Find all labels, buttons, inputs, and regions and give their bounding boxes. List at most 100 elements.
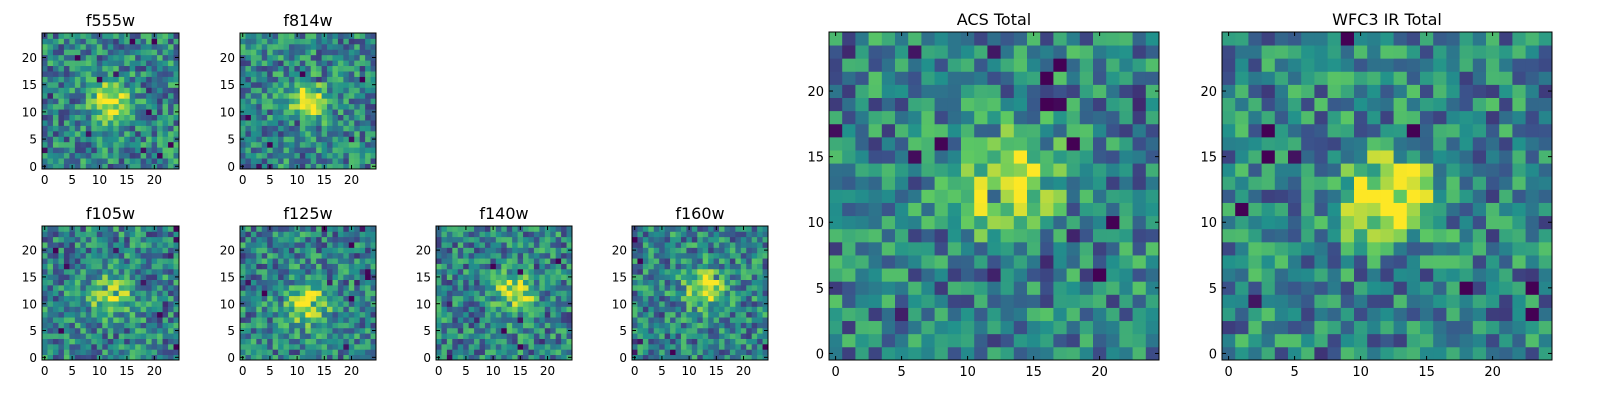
heatmap-cell <box>157 343 163 350</box>
axes-frame <box>239 225 377 361</box>
heatmap-cell <box>1040 84 1054 98</box>
heatmap-cell <box>719 354 725 361</box>
heatmap-cell <box>305 290 312 297</box>
heatmap-cell <box>436 338 442 345</box>
heatmap-cell <box>140 120 147 126</box>
heatmap-cell <box>42 295 48 302</box>
heatmap-cell <box>354 343 361 350</box>
heatmap-cell <box>124 60 131 67</box>
heatmap-cell <box>1040 320 1054 335</box>
heatmap-cell <box>337 338 344 345</box>
heatmap-cell <box>107 327 114 334</box>
heatmap-cell <box>69 236 76 243</box>
heatmap-cell <box>729 252 736 259</box>
heatmap-cell <box>278 284 284 291</box>
heatmap-cell <box>74 242 81 248</box>
heatmap-cell <box>729 338 736 345</box>
heatmap-cell <box>1040 189 1054 203</box>
heatmap-cell <box>1079 97 1094 112</box>
heatmap-cell <box>299 136 306 143</box>
heatmap-cell <box>113 322 120 329</box>
heatmap-cell <box>506 317 513 323</box>
heatmap-cell <box>113 295 120 302</box>
heatmap-cell <box>680 290 687 297</box>
heatmap-cell <box>102 60 109 67</box>
heatmap-cell <box>327 349 333 356</box>
heatmap-cell <box>1288 255 1302 269</box>
heatmap-cell <box>686 284 693 291</box>
heatmap-cell <box>168 158 174 164</box>
heatmap-cell <box>987 333 1001 348</box>
heatmap-cell <box>42 231 48 238</box>
heatmap-cell <box>370 33 377 39</box>
heatmap-cell <box>74 338 81 345</box>
heatmap-cell <box>113 60 120 67</box>
heatmap-cell <box>1406 150 1421 164</box>
heatmap-cell <box>855 255 869 269</box>
heatmap-cell <box>702 327 709 334</box>
heatmap-cell <box>670 322 676 329</box>
heatmap-cell <box>42 38 48 45</box>
heatmap-cell <box>961 268 975 282</box>
heatmap-cell <box>327 252 333 259</box>
heatmap-cell <box>653 349 660 356</box>
heatmap-cell <box>250 147 257 154</box>
heatmap-cell <box>729 268 736 275</box>
heatmap-cell <box>278 43 284 50</box>
heatmap-cell <box>310 38 317 45</box>
heatmap-cell <box>457 274 464 280</box>
heatmap-cell <box>129 98 136 105</box>
heatmap-cell <box>96 103 103 110</box>
heatmap-cell <box>533 290 540 297</box>
heatmap-cell <box>659 295 666 302</box>
heatmap-cell <box>288 38 295 45</box>
heatmap-cell <box>69 65 76 72</box>
heatmap-cell <box>151 43 158 50</box>
heatmap-cell <box>691 343 698 350</box>
heatmap-cell <box>102 231 109 238</box>
heatmap-cell <box>146 103 152 110</box>
heatmap-cell <box>327 338 333 345</box>
heatmap-cell <box>555 306 562 313</box>
heatmap-cell <box>1106 333 1120 348</box>
heatmap-cell <box>91 38 98 45</box>
heatmap-cell <box>934 163 949 177</box>
heatmap-cell <box>113 349 120 356</box>
heatmap-cell <box>58 163 65 170</box>
heatmap-cell <box>1053 84 1067 98</box>
heatmap-cell <box>561 279 567 286</box>
heatmap-cell <box>1013 320 1028 335</box>
heatmap-cell <box>501 236 508 243</box>
heatmap-cell <box>686 301 693 307</box>
heatmap-cell <box>1367 150 1381 164</box>
heatmap-cell <box>107 301 114 307</box>
heatmap-cell <box>1040 294 1054 308</box>
heatmap-cell <box>294 120 301 126</box>
heatmap-cell <box>135 125 142 132</box>
heatmap-cell <box>74 284 81 291</box>
heatmap-cell <box>1119 228 1133 243</box>
heatmap-cell <box>1119 32 1133 46</box>
heatmap-cell <box>283 81 290 88</box>
heatmap-cell <box>632 231 638 238</box>
heatmap-cell <box>691 263 698 270</box>
heatmap-cell <box>256 349 263 356</box>
heatmap-cell <box>1093 307 1107 322</box>
heatmap-cell <box>63 349 70 356</box>
heatmap-cell <box>359 136 366 143</box>
heatmap-cell <box>135 327 142 334</box>
heatmap-cell <box>512 301 518 307</box>
heatmap-cell <box>58 284 65 291</box>
heatmap-cell <box>632 242 638 248</box>
heatmap-cell <box>96 65 103 72</box>
heatmap-cell <box>675 252 682 259</box>
heatmap-cell <box>686 317 693 323</box>
heatmap-cell <box>96 295 103 302</box>
heatmap-cell <box>1367 215 1381 230</box>
heatmap-cell <box>1040 333 1054 348</box>
heatmap-cell <box>267 71 274 77</box>
heatmap-cell <box>332 120 339 126</box>
heatmap-cell <box>441 338 448 345</box>
